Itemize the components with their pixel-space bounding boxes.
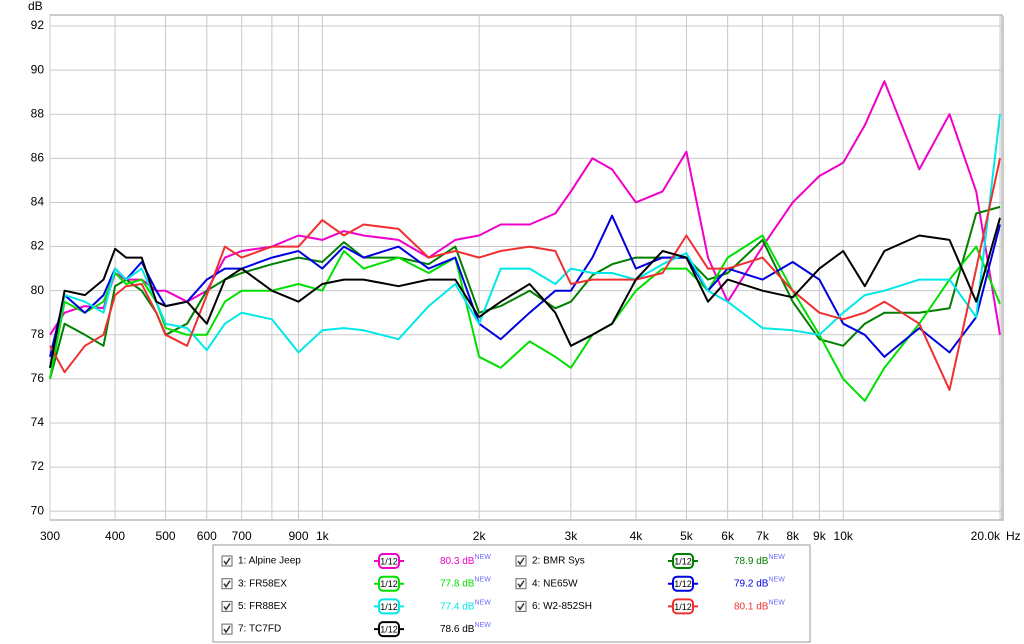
- x-tick-label: 900: [288, 529, 308, 543]
- x-tick-label: 700: [232, 529, 252, 543]
- x-tick-label: 20.0k: [971, 529, 1001, 543]
- smoothing-label: 1/12: [380, 579, 398, 589]
- level-value: 78.9 dB: [734, 556, 769, 567]
- smoothing-icon: [378, 621, 400, 638]
- x-tick-label: 3k: [565, 529, 579, 543]
- checkbox: [221, 555, 233, 567]
- x-tick-label: 300: [40, 529, 60, 543]
- y-axis-label: dB: [28, 0, 43, 13]
- legend-level: 80.1 dBNEW: [734, 599, 785, 612]
- legend-level: 80.3 dBNEW: [440, 554, 491, 567]
- checkbox: [515, 600, 527, 612]
- y-tick-label: 88: [31, 106, 45, 120]
- smoothing-label: 1/12: [380, 602, 398, 612]
- legend-name: 6: W2-852SH: [532, 601, 592, 612]
- check: [517, 602, 525, 611]
- x-tick-label: 1k: [316, 529, 330, 543]
- smoothing-icon: [378, 575, 400, 592]
- smoothing-icon: [672, 598, 694, 615]
- check: [223, 602, 231, 611]
- legend-name: 5: FR88EX: [238, 601, 287, 612]
- x-unit: Hz: [1006, 529, 1021, 543]
- y-tick-label: 92: [31, 18, 45, 32]
- level-note: NEW: [474, 599, 491, 606]
- legend-level: 78.9 dBNEW: [734, 554, 785, 567]
- level-value: 77.8 dB: [440, 578, 475, 589]
- smoothing-label: 1/12: [380, 556, 398, 566]
- check: [223, 557, 231, 566]
- check: [517, 580, 525, 589]
- check: [517, 557, 525, 566]
- level-note: NEW: [474, 622, 491, 629]
- x-tick-label: 9k: [813, 529, 827, 543]
- x-tick-label: 6k: [721, 529, 735, 543]
- x-tick-label: 600: [197, 529, 217, 543]
- x-tick-label: 10k: [834, 529, 854, 543]
- level-value: 80.3 dB: [440, 556, 475, 567]
- smoothing-label: 1/12: [380, 624, 398, 634]
- smoothing-label: 1/12: [674, 556, 692, 566]
- check: [223, 580, 231, 589]
- level-note: NEW: [768, 599, 785, 606]
- legend-level: 78.6 dBNEW: [440, 622, 491, 635]
- level-note: NEW: [474, 577, 491, 584]
- y-tick-label: 80: [31, 283, 45, 297]
- x-tick-label: 7k: [756, 529, 770, 543]
- y-tick-label: 84: [31, 195, 45, 209]
- level-note: NEW: [474, 554, 491, 561]
- legend-items: 1: Alpine Jeep 1/12 80.3 dBNEW 2: BMR Sys 1/…: [221, 553, 785, 638]
- x-tick-label: 5k: [680, 529, 694, 543]
- level-value: 78.6 dB: [440, 624, 475, 635]
- smoothing-icon: [672, 575, 694, 592]
- smoothing-icon: [378, 553, 400, 569]
- y-tick-label: 74: [31, 415, 45, 429]
- legend-name: 1: Alpine Jeep: [238, 556, 301, 567]
- x-tick-label: 4k: [630, 529, 644, 543]
- series-line: [49, 217, 1001, 368]
- legend-name: 4: NE65W: [532, 578, 578, 589]
- series-line: [49, 158, 1001, 391]
- level-value: 77.4 dB: [440, 601, 475, 612]
- y-tick-label: 90: [31, 62, 45, 76]
- x-tick-label: 2k: [473, 529, 487, 543]
- legend-level: 79.2 dBNEW: [734, 577, 785, 590]
- level-value: 79.2 dB: [734, 578, 769, 589]
- y-tick-label: 72: [31, 459, 45, 473]
- level-note: NEW: [768, 577, 785, 584]
- y-tick-label: 86: [31, 151, 45, 165]
- level-value: 80.1 dB: [734, 601, 769, 612]
- smoothing-icon: [672, 553, 694, 569]
- checkbox: [221, 600, 233, 612]
- y-tick-label: 82: [31, 239, 45, 253]
- x-tick-label: 500: [156, 529, 176, 543]
- y-tick-label: 78: [31, 327, 45, 341]
- legend-level: 77.4 dBNEW: [440, 599, 491, 612]
- plot-area: [49, 14, 1003, 521]
- legend-name: 7: TC7FD: [238, 624, 281, 635]
- x-tick-label: 8k: [786, 529, 800, 543]
- checkbox: [221, 578, 233, 590]
- smoothing-label: 1/12: [674, 579, 692, 589]
- legend: [212, 544, 811, 643]
- smoothing-label: 1/12: [674, 602, 692, 612]
- y-tick-label: 76: [31, 371, 45, 385]
- checkbox: [515, 555, 527, 567]
- x-tick-label: 400: [105, 529, 125, 543]
- legend-name: 2: BMR Sys: [532, 556, 585, 567]
- checkbox: [515, 578, 527, 590]
- legend-name: 3: FR58EX: [238, 578, 287, 589]
- legend-level: 77.8 dBNEW: [440, 577, 491, 590]
- level-note: NEW: [768, 554, 785, 561]
- grid: [49, 15, 1002, 520]
- smoothing-icon: [378, 598, 400, 615]
- y-tick-label: 70: [31, 503, 45, 517]
- check: [223, 625, 231, 634]
- checkbox: [221, 623, 233, 635]
